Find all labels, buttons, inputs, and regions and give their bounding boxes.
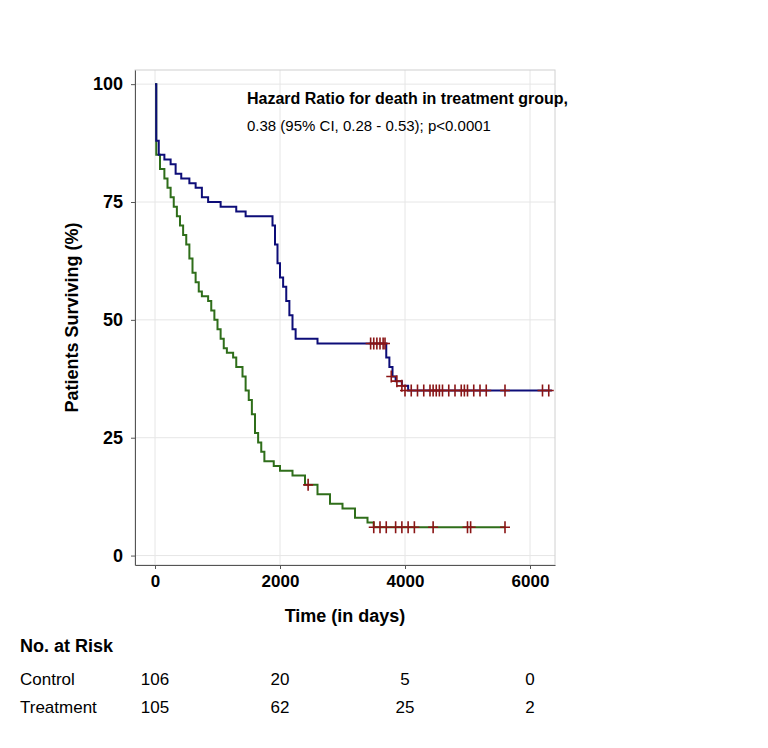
y-tick-mark: [131, 84, 135, 85]
censor-mark: [500, 385, 510, 397]
grid-line-y: [135, 437, 555, 438]
y-tick: 25: [103, 428, 135, 448]
survival-curve: [155, 84, 552, 390]
censor-mark: [544, 385, 554, 397]
at-risk-value: 0: [525, 670, 534, 689]
x-axis-line: [136, 565, 556, 566]
at-risk-title: No. at Risk: [20, 636, 114, 656]
y-axis-title: Patients Surviving (%): [62, 222, 82, 412]
grid-line-x: [530, 70, 531, 565]
grid-line-y: [135, 84, 555, 85]
y-tick-label: 25: [103, 428, 123, 448]
at-risk-value: 2: [525, 698, 534, 717]
x-tick-mark: [405, 565, 406, 569]
y-tick-label: 100: [93, 74, 123, 94]
chart: 02000400060000255075100Time (in days)Pat…: [0, 0, 768, 748]
x-tick-label: 4000: [387, 572, 425, 591]
y-tick-mark: [131, 202, 135, 203]
x-tick: 0: [151, 565, 160, 591]
at-risk-value: 106: [141, 670, 169, 689]
x-axis-title: Time (in days): [285, 606, 406, 626]
x-tick-label: 0: [151, 572, 160, 591]
x-tick-mark: [530, 565, 531, 569]
at-risk-value: 5: [400, 670, 409, 689]
y-tick-label: 75: [103, 192, 123, 212]
y-tick: 100: [93, 74, 135, 94]
x-tick-label: 2000: [262, 572, 300, 591]
y-tick: 50: [103, 310, 135, 330]
at-risk-value: 20: [271, 670, 290, 689]
at-risk-row-label: Treatment: [20, 698, 97, 717]
grid-line-y: [135, 319, 555, 320]
y-tick-label: 0: [113, 546, 123, 566]
censor-mark: [466, 521, 476, 533]
y-axis: 0 25 50 75 100: [93, 71, 136, 566]
grid-line-y: [135, 202, 555, 203]
y-tick-mark: [131, 438, 135, 439]
censor-mark: [428, 521, 438, 533]
x-tick: 6000: [512, 565, 550, 591]
x-tick: 2000: [262, 565, 300, 591]
x-tick-mark: [155, 565, 156, 569]
censor-mark: [481, 385, 491, 397]
at-risk-value: 62: [271, 698, 290, 717]
y-axis-line: [135, 71, 136, 566]
censor-mark: [381, 521, 391, 533]
grid-line-x: [280, 70, 281, 565]
censor-mark: [500, 521, 510, 533]
grid-line-y: [135, 555, 555, 556]
x-tick: 4000: [387, 565, 425, 591]
censor-mark: [409, 521, 419, 533]
grid-line-x: [405, 70, 406, 565]
y-tick-mark: [131, 556, 135, 557]
at-risk-value: 105: [141, 698, 169, 717]
x-tick-mark: [280, 565, 281, 569]
y-tick: 0: [113, 546, 135, 566]
y-tick: 75: [103, 192, 135, 212]
y-tick-label: 50: [103, 310, 123, 330]
survival-curve: [155, 84, 505, 527]
annotation: 0.38 (95% CI, 0.28 - 0.53); p<0.0001: [247, 117, 491, 134]
at-risk-row-label: Control: [20, 670, 75, 689]
censor-mark: [303, 479, 313, 491]
at-risk-value: 25: [396, 698, 415, 717]
grid: [135, 70, 555, 565]
plot-frame: [135, 70, 555, 565]
at-risk-table: No. at Risk Control 106 20 5 0 Treatment 105 62 2…: [20, 636, 535, 717]
x-tick-label: 6000: [512, 572, 550, 591]
censor-mark: [380, 337, 390, 349]
x-axis: 0 2000 4000 6000: [136, 565, 556, 591]
plot-area: [155, 84, 554, 533]
y-tick-mark: [131, 320, 135, 321]
annotation-title: Hazard Ratio for death in treatment grou…: [247, 90, 568, 107]
